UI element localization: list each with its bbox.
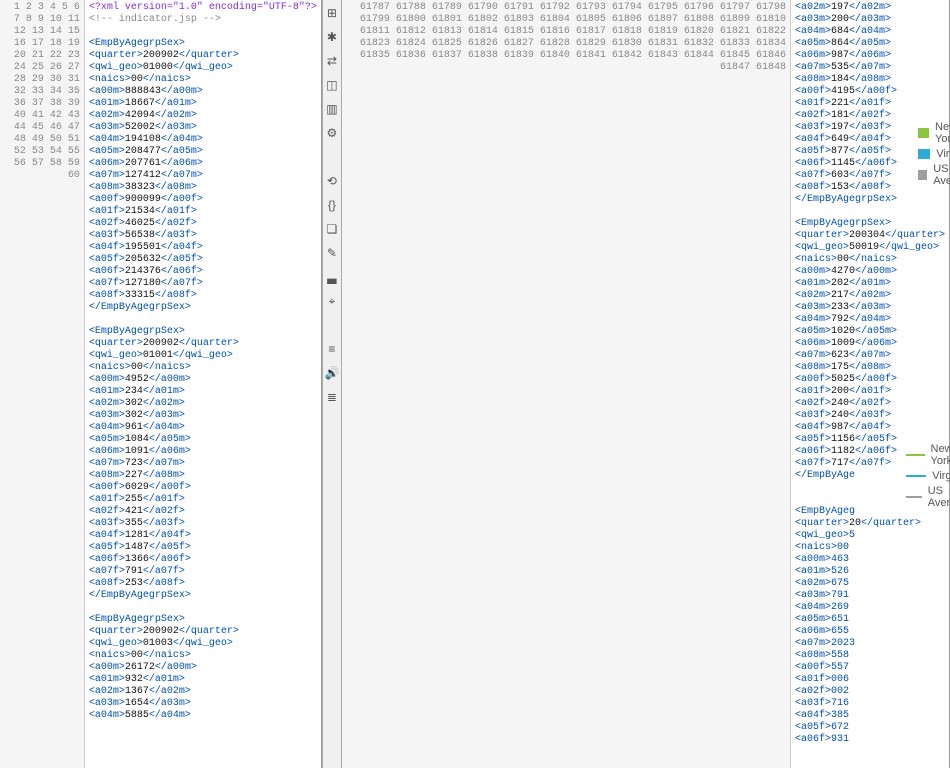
toolbar-button[interactable]: ✎ bbox=[323, 244, 341, 262]
legend-item: US Average bbox=[906, 485, 950, 509]
toolbar-button[interactable]: ≣ bbox=[323, 388, 341, 406]
toolbar-button[interactable]: ❏ bbox=[323, 220, 341, 238]
legend-item: New York bbox=[906, 443, 950, 467]
toolbar-button[interactable]: ◫ bbox=[323, 76, 341, 94]
editor-toolbar: ⊞ ✱ ⇄ ◫ ▥ ⚙ ⟲ {} ❏ ✎ ▃ ⌖ ≡ 🔊 ≣ bbox=[322, 0, 342, 768]
legend-item: Virginia bbox=[906, 470, 950, 482]
toolbar-button[interactable] bbox=[323, 316, 341, 334]
toolbar-button[interactable]: ⌖ bbox=[323, 292, 341, 310]
toolbar-button[interactable]: ≡ bbox=[323, 340, 341, 358]
line-gutter: 61787 61788 61789 61790 61791 61792 6179… bbox=[342, 0, 791, 768]
legend-item: Virginia bbox=[918, 148, 950, 160]
toolbar-button[interactable] bbox=[323, 148, 341, 166]
code-pane-right: 61787 61788 61789 61790 61791 61792 6179… bbox=[342, 0, 950, 768]
toolbar-button[interactable]: 🔊 bbox=[323, 364, 341, 382]
line-gutter: 1 2 3 4 5 6 7 8 9 10 11 12 13 14 15 16 1… bbox=[0, 0, 85, 768]
xml-source[interactable]: <?xml version="1.0" encoding="UTF-8"?> <… bbox=[85, 0, 321, 768]
toolbar-button[interactable]: ⚙ bbox=[323, 124, 341, 142]
code-pane-left: 1 2 3 4 5 6 7 8 9 10 11 12 13 14 15 16 1… bbox=[0, 0, 322, 768]
toolbar-button[interactable]: ⟲ bbox=[323, 172, 341, 190]
toolbar-button[interactable]: {} bbox=[323, 196, 341, 214]
toolbar-button[interactable]: ⇄ bbox=[323, 52, 341, 70]
toolbar-button[interactable]: ⊞ bbox=[323, 4, 341, 22]
legend-item: New York bbox=[918, 121, 950, 145]
toolbar-button[interactable]: ▥ bbox=[323, 100, 341, 118]
legend-item: US Average bbox=[918, 163, 950, 187]
toolbar-button[interactable]: ▃ bbox=[323, 268, 341, 286]
xml-source[interactable]: <a02m>197</a02m> <a03m>200</a03m> <a04m>… bbox=[791, 0, 949, 768]
toolbar-button[interactable]: ✱ bbox=[323, 28, 341, 46]
